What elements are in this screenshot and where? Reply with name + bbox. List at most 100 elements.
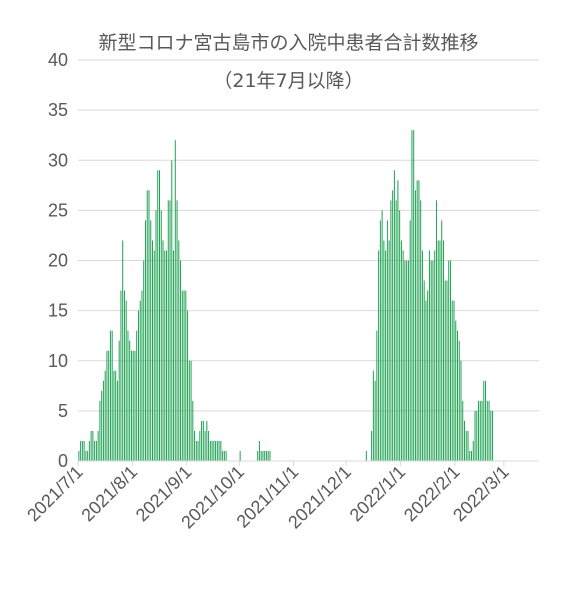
bar: [181, 290, 183, 461]
bar: [127, 330, 129, 461]
bar: [92, 430, 94, 461]
chart-subtitle: （21年7月以降）: [213, 70, 364, 92]
y-tick-label: 0: [58, 451, 68, 471]
bar: [453, 300, 455, 461]
bar: [101, 390, 103, 461]
bar: [471, 450, 473, 461]
bar: [269, 450, 271, 461]
bar: [111, 330, 113, 461]
bar: [257, 450, 259, 461]
bar: [150, 220, 152, 461]
bar: [187, 310, 189, 462]
bar: [486, 400, 488, 461]
bar: [194, 430, 196, 461]
bar: [88, 440, 90, 461]
bar: [132, 350, 134, 461]
bar: [444, 280, 446, 461]
bar: [381, 210, 383, 462]
bar: [267, 450, 269, 461]
bar: [81, 440, 83, 461]
bar: [378, 250, 380, 461]
bar: [427, 290, 429, 461]
bar: [78, 450, 80, 461]
bar: [392, 190, 394, 461]
bar: [139, 300, 141, 461]
x-tick-label: 2021/7/1: [23, 462, 87, 526]
bar: [441, 220, 443, 461]
bar: [141, 290, 143, 461]
bar: [201, 420, 203, 461]
bar: [385, 250, 387, 461]
bar: [106, 350, 108, 461]
bar: [448, 260, 450, 461]
bar: [169, 200, 171, 461]
bar: [374, 380, 376, 461]
bar: [390, 200, 392, 461]
bar: [260, 450, 262, 461]
x-tick-label: 2021/8/1: [77, 462, 141, 526]
bar: [218, 440, 220, 461]
bar: [456, 330, 458, 461]
bar: [171, 160, 173, 461]
bar: [407, 260, 409, 461]
bar: [434, 250, 436, 461]
bar: [264, 450, 266, 461]
bar: [155, 210, 157, 462]
x-axis: 2021/7/12021/8/12021/9/12021/10/12021/11…: [23, 461, 513, 532]
bar: [97, 430, 99, 461]
bar: [152, 240, 153, 461]
bar: [95, 440, 97, 461]
bar: [99, 400, 101, 461]
bars: [78, 130, 494, 462]
bar: [442, 240, 444, 461]
bar: [395, 200, 397, 461]
bar: [197, 440, 199, 461]
y-tick-label: 35: [48, 100, 68, 120]
bar: [262, 450, 264, 461]
bar: [469, 450, 471, 461]
bar: [413, 130, 415, 461]
bar: [383, 240, 385, 461]
bar: [449, 260, 451, 461]
bar: [455, 320, 457, 461]
bar: [220, 440, 222, 461]
bar: [399, 210, 401, 462]
bar: [164, 250, 166, 461]
bar: [371, 430, 373, 461]
bar: [153, 250, 155, 461]
bar: [160, 210, 162, 462]
y-tick-label: 30: [48, 150, 68, 170]
bar: [122, 240, 124, 461]
bar: [393, 170, 395, 461]
bar: [446, 280, 448, 461]
bar: [206, 420, 208, 461]
bar: [202, 420, 204, 461]
bar: [421, 250, 423, 461]
bar: [490, 410, 492, 462]
bar: [87, 450, 89, 461]
bar: [404, 260, 406, 461]
bar: [239, 450, 241, 461]
bar: [129, 340, 131, 461]
bar: [472, 440, 474, 461]
bar: [199, 430, 201, 461]
bar: [185, 290, 187, 461]
bar: [492, 410, 494, 462]
bar: [104, 370, 106, 461]
bar: [173, 250, 175, 461]
bar: [432, 260, 434, 461]
bar: [485, 380, 487, 461]
bar: [458, 340, 460, 461]
bar: [216, 440, 218, 461]
bar: [115, 370, 117, 461]
bar: [209, 440, 211, 461]
bar: [80, 440, 82, 461]
bar: [223, 450, 225, 461]
bar: [437, 240, 439, 461]
bar: [180, 260, 182, 461]
bar: [176, 200, 178, 461]
bar: [137, 310, 139, 462]
bar: [476, 410, 478, 462]
bar: [478, 400, 480, 461]
bar: [414, 190, 416, 461]
